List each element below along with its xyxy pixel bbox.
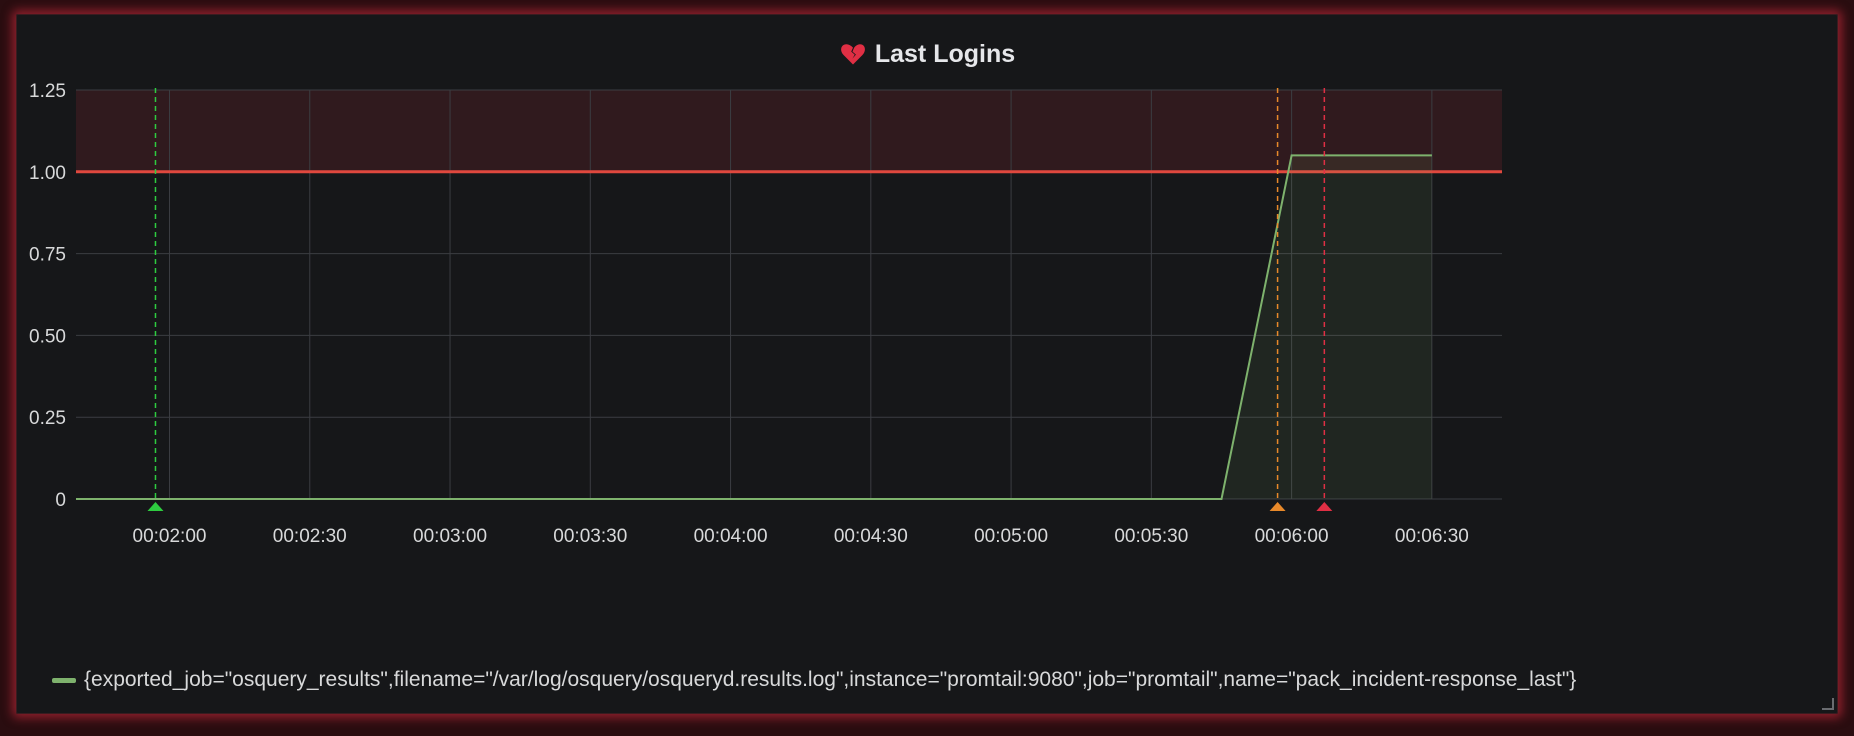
resize-handle[interactable] [1822, 698, 1834, 710]
annotation-marker[interactable] [1316, 502, 1333, 511]
y-tick-label: 1.25 [29, 81, 66, 102]
x-tick-label: 00:06:30 [1395, 526, 1469, 547]
x-tick-label: 00:06:00 [1255, 526, 1329, 547]
legend-series-swatch[interactable] [52, 677, 76, 683]
legend: {exported_job="osquery_results",filename… [52, 668, 1576, 692]
x-tick-label: 00:02:00 [133, 526, 207, 547]
series-line [76, 154, 1432, 500]
panel-title: Last Logins [874, 39, 1016, 68]
x-tick-label: 00:04:30 [834, 526, 908, 547]
x-tick-label: 00:03:00 [413, 526, 487, 547]
annotation-marker[interactable] [147, 502, 164, 511]
graph-panel: Last Logins 0 0.25 0.50 0.75 1.00 1.25 00:02:0… [16, 14, 1838, 714]
y-tick-label: 0.25 [29, 408, 66, 429]
annotation-marker[interactable] [1269, 502, 1286, 511]
panel-header[interactable]: Last Logins [16, 36, 1838, 72]
x-tick-label: 00:02:30 [273, 526, 347, 547]
legend-series-label[interactable]: {exported_job="osquery_results",filename… [84, 668, 1577, 691]
x-tick-label: 00:05:30 [1114, 526, 1188, 547]
series-area [76, 155, 1432, 499]
threshold-zone [76, 90, 1502, 172]
x-tick-label: 00:05:00 [974, 526, 1048, 547]
x-tick-label: 00:04:00 [694, 526, 768, 547]
y-tick-label: 0.75 [29, 245, 66, 266]
x-tick-label: 00:03:30 [553, 526, 627, 547]
y-tick-label: 0.50 [29, 326, 66, 347]
y-tick-label: 1.00 [29, 163, 66, 184]
time-series-chart[interactable]: 0 0.25 0.50 0.75 1.00 1.25 00:02:00 00:02:30 00:… [16, 14, 1838, 654]
broken-heart-icon [840, 44, 865, 65]
y-tick-label: 0 [55, 490, 66, 511]
